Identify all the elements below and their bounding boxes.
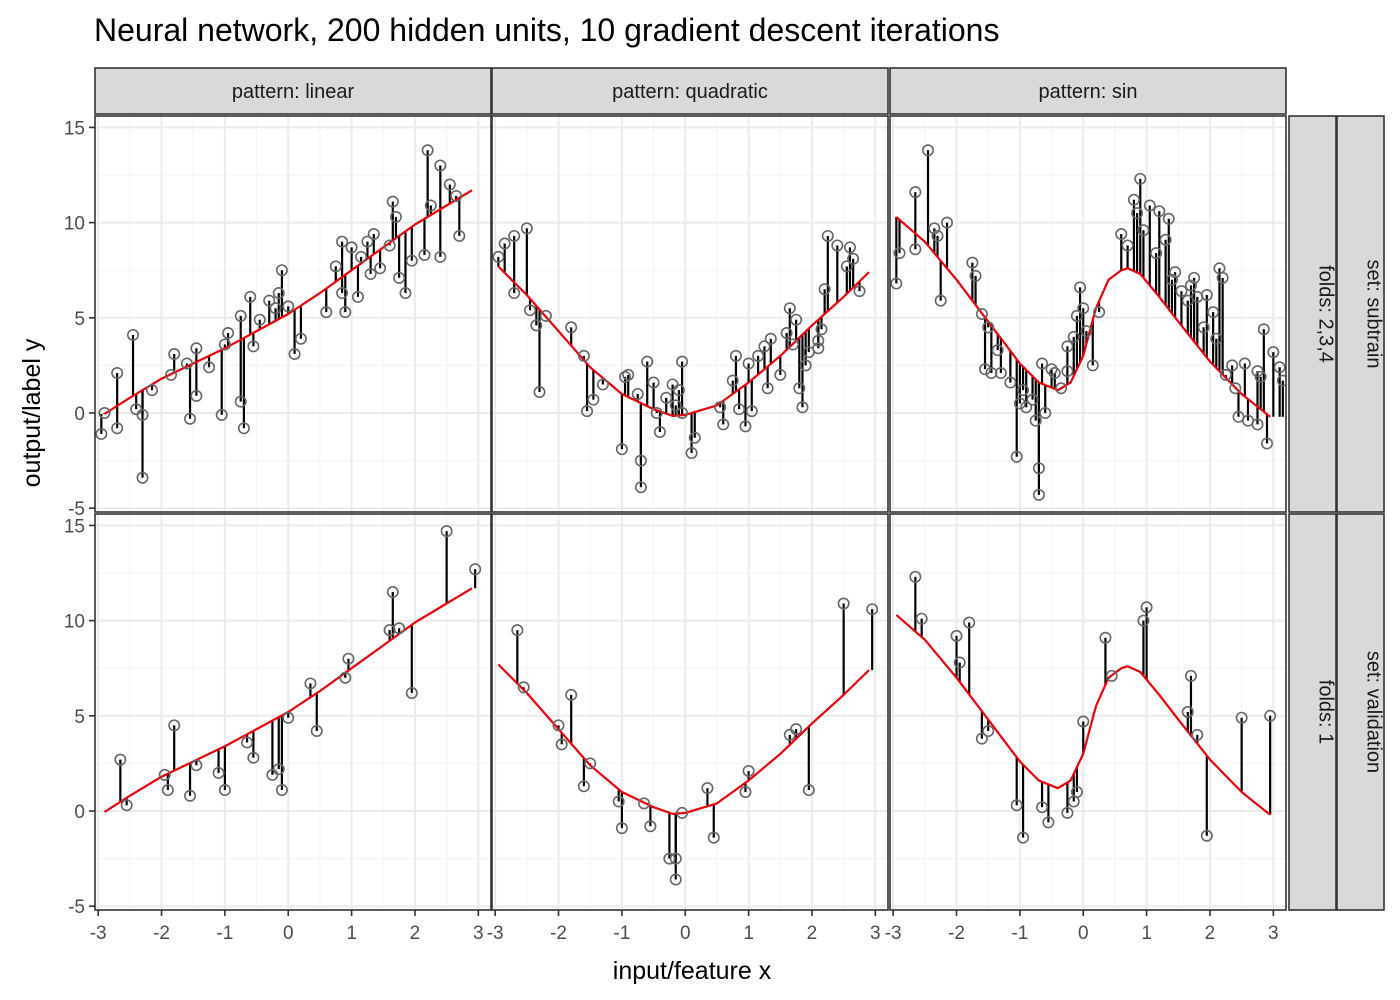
x-tick-label: -1 — [613, 923, 630, 944]
x-tick-label: -1 — [1011, 923, 1028, 944]
strip-label-set: set: validation — [1363, 651, 1385, 773]
faceted-chart: Neural network, 200 hidden units, 10 gra… — [0, 0, 1400, 1000]
strip-label-set: set: subtrain — [1363, 260, 1385, 369]
y-axis-title: output/label y — [18, 338, 46, 487]
strip-label-pattern: pattern: linear — [232, 81, 355, 103]
x-tick-label: 1 — [743, 923, 754, 944]
y-tick-label: 5 — [74, 309, 85, 330]
strip-label-folds: folds: 2,3,4 — [1315, 265, 1337, 363]
strip-label-pattern: pattern: quadratic — [612, 81, 768, 103]
panel-sin-validation: -3 -2 -1 0 1 2 3 — [885, 514, 1286, 944]
y-tick-label: 15 — [64, 516, 85, 537]
panel-sin-subtrain — [890, 116, 1298, 512]
x-tick-label: -2 — [948, 923, 965, 944]
panel-quadratic-subtrain — [492, 116, 888, 512]
y-tick-label: 5 — [74, 707, 85, 728]
x-tick-label: 3 — [1268, 923, 1279, 944]
x-tick-label: -2 — [550, 923, 567, 944]
x-axis-title: input/feature x — [613, 957, 772, 985]
y-tick-label: 15 — [64, 118, 85, 139]
panel-linear-validation: -5 0 5 10 15 -3 -2 -1 0 1 2 3 — [64, 514, 491, 944]
x-tick-label: 3 — [870, 923, 881, 944]
strip-label-folds: folds: 1 — [1315, 680, 1337, 744]
y-tick-label: 0 — [74, 404, 85, 425]
x-tick-label: -3 — [487, 923, 504, 944]
y-tick-label: -5 — [68, 897, 85, 918]
panel-linear-subtrain: -5051015 — [64, 116, 491, 520]
chart-title: Neural network, 200 hidden units, 10 gra… — [94, 12, 999, 48]
x-tick-label: 2 — [410, 923, 421, 944]
x-tick-label: 0 — [283, 923, 294, 944]
x-tick-label: 1 — [1141, 923, 1152, 944]
x-tick-label: -1 — [216, 923, 233, 944]
x-tick-label: -3 — [885, 923, 902, 944]
y-tick-label: 0 — [74, 802, 85, 823]
x-tick-label: 1 — [346, 923, 357, 944]
panel-quadratic-validation: -3 -2 -1 0 1 2 3 — [487, 514, 888, 944]
x-tick-label: 0 — [680, 923, 691, 944]
x-tick-label: 2 — [1205, 923, 1216, 944]
x-tick-label: -2 — [153, 923, 170, 944]
x-tick-label: -3 — [90, 923, 107, 944]
x-tick-label: 2 — [807, 923, 818, 944]
x-tick-label: 3 — [473, 923, 484, 944]
strip-label-pattern: pattern: sin — [1039, 81, 1138, 103]
y-tick-label: 10 — [64, 612, 85, 633]
x-tick-label: 0 — [1078, 923, 1089, 944]
y-tick-label: 10 — [64, 214, 85, 235]
